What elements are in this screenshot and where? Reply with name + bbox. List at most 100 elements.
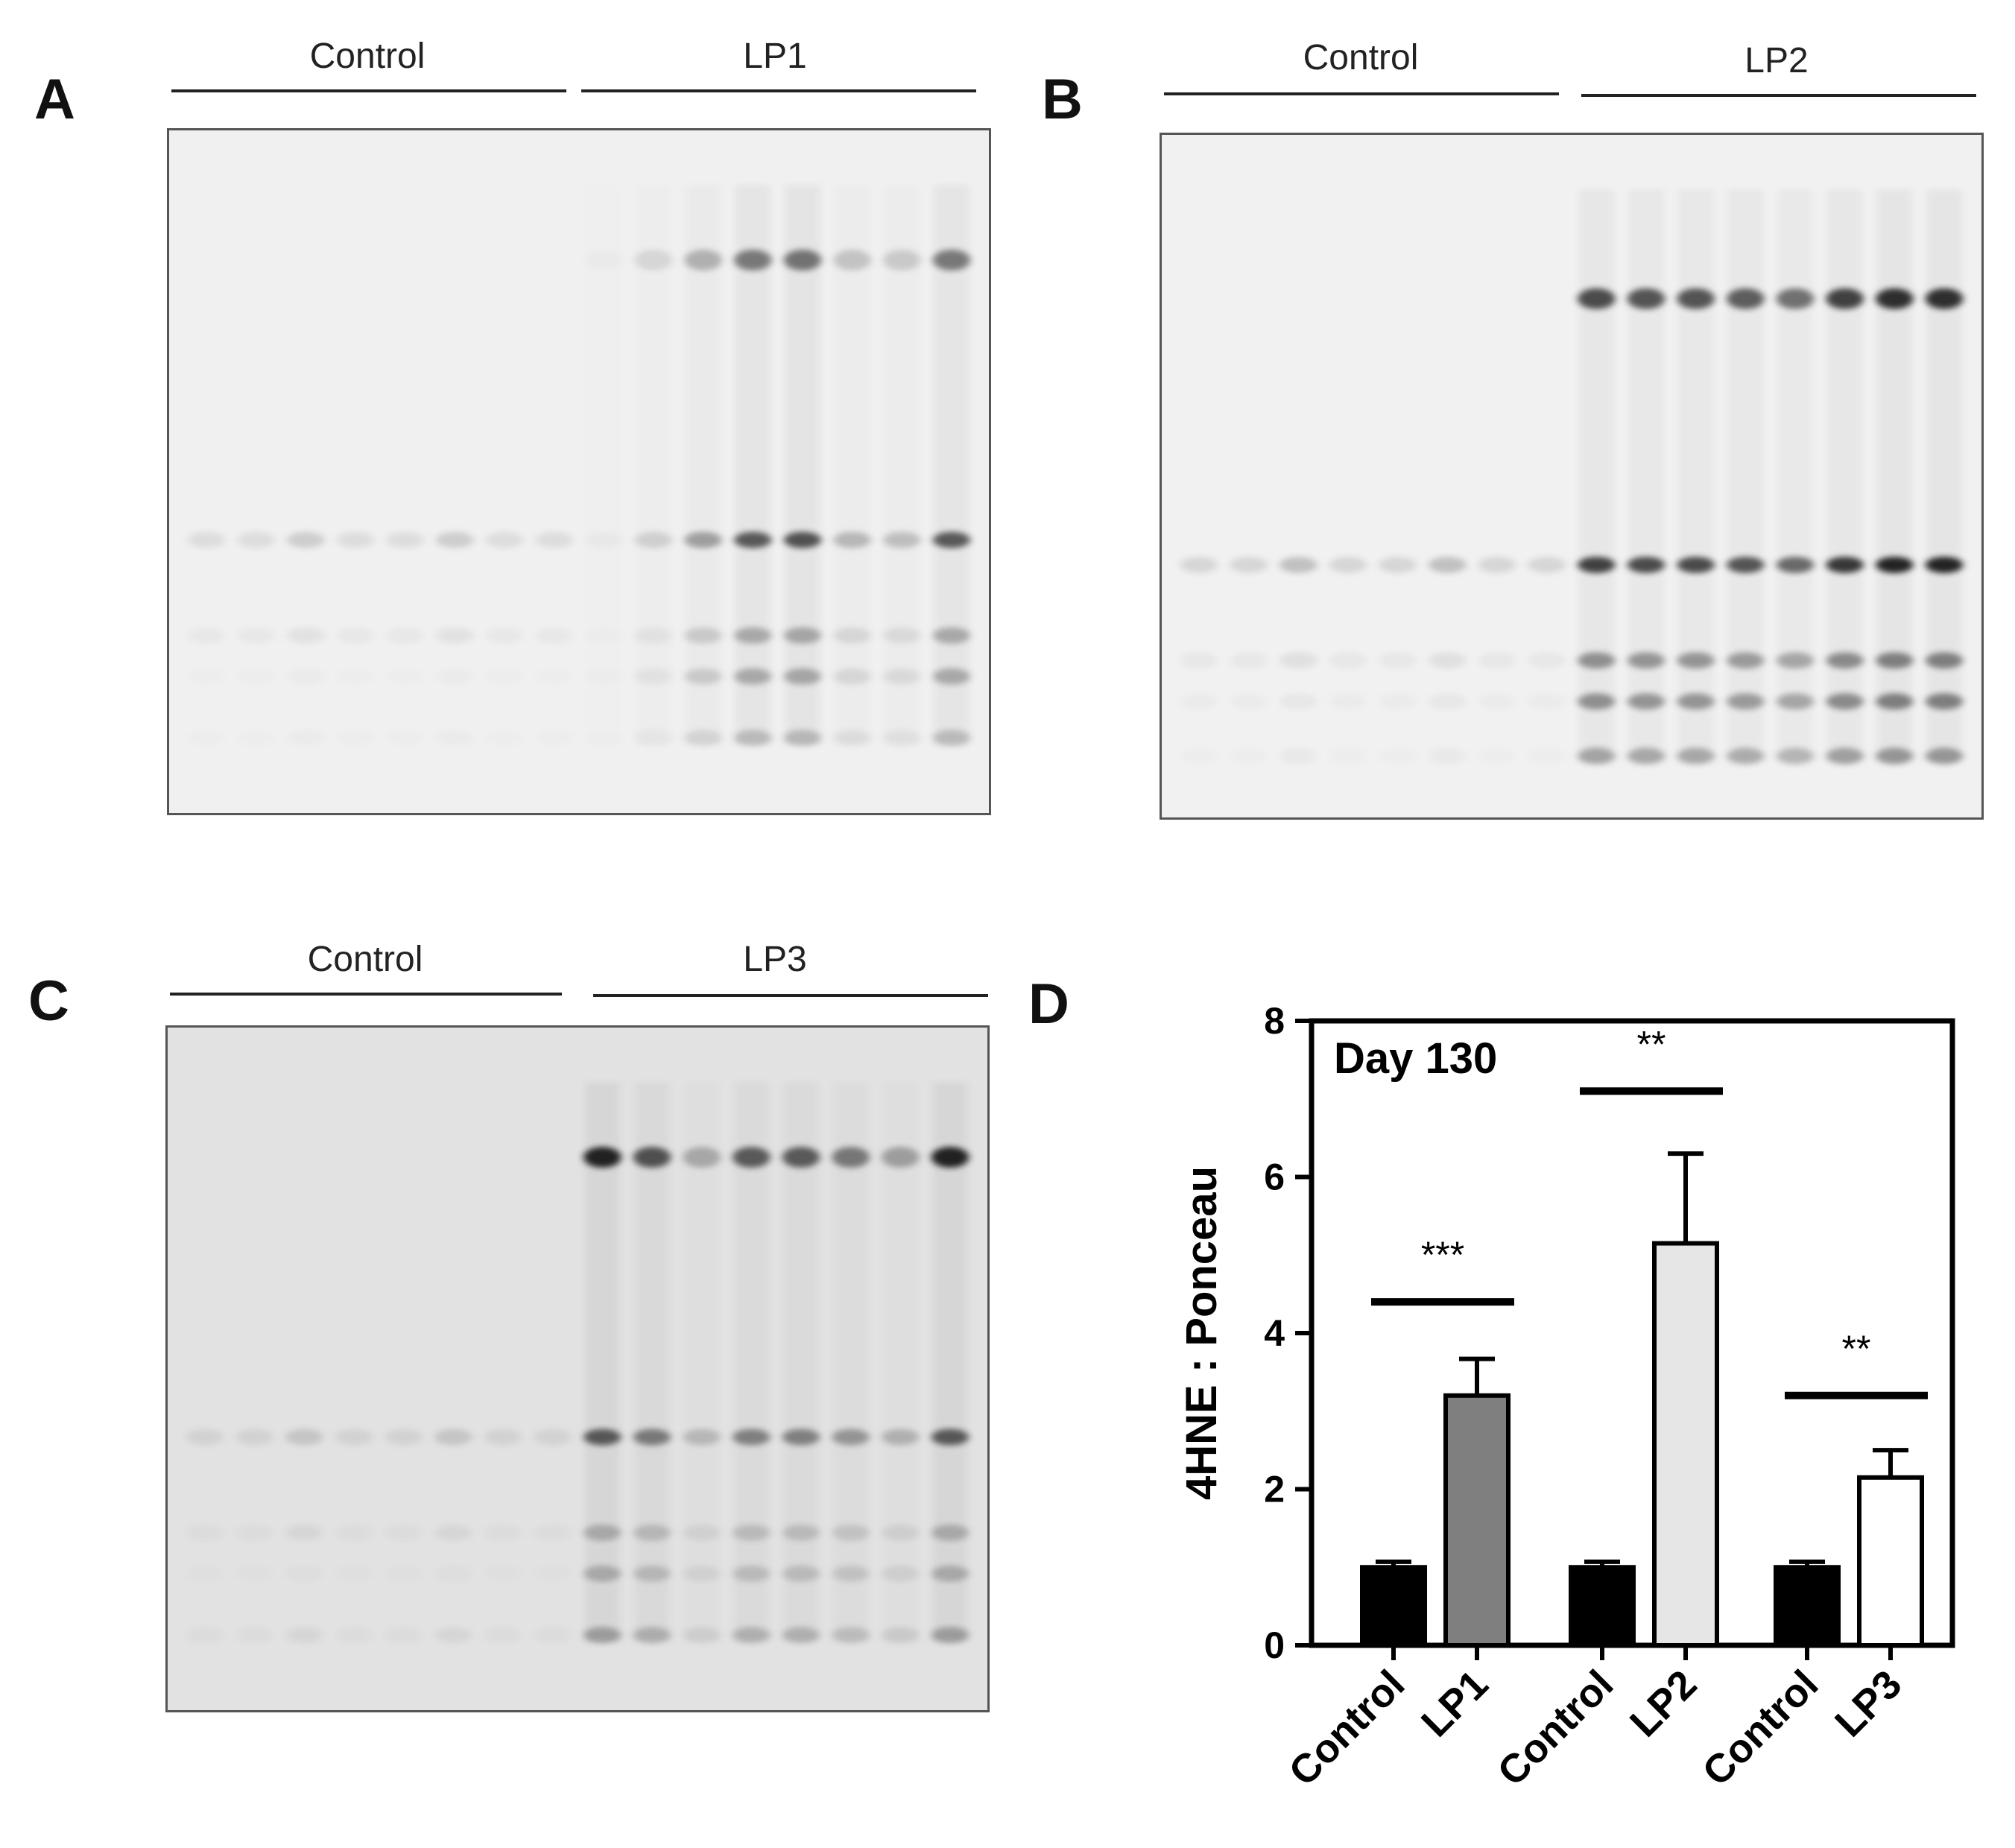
band xyxy=(832,1524,870,1541)
band xyxy=(484,1627,522,1643)
band xyxy=(634,627,673,644)
y-tick-label: 6 xyxy=(1264,1156,1285,1198)
band xyxy=(535,730,573,746)
band xyxy=(385,1566,423,1582)
band xyxy=(434,1627,472,1644)
band xyxy=(1528,693,1566,709)
significance-label: ** xyxy=(1637,1023,1666,1065)
x-tick-label: LP2 xyxy=(1622,1662,1705,1745)
band xyxy=(1677,557,1715,574)
panel-a-control-line xyxy=(171,89,566,92)
band xyxy=(783,668,822,685)
panel-b-control-label: Control xyxy=(1303,38,1419,77)
band xyxy=(633,1428,671,1446)
bar xyxy=(1569,1565,1636,1648)
band xyxy=(1925,693,1964,710)
band xyxy=(683,1428,721,1446)
band xyxy=(1279,693,1318,710)
band xyxy=(1379,557,1417,574)
band xyxy=(683,1565,721,1582)
band xyxy=(287,668,325,685)
blot-background xyxy=(169,130,989,813)
band xyxy=(188,730,226,746)
band xyxy=(285,1566,323,1582)
band xyxy=(931,1627,969,1644)
band xyxy=(434,1524,472,1541)
band xyxy=(931,1565,969,1582)
panel-b-blot xyxy=(1160,133,1984,820)
band xyxy=(1727,557,1765,574)
chart-annotation: Day 130 xyxy=(1334,1034,1497,1083)
band xyxy=(883,668,921,685)
band xyxy=(633,1565,671,1582)
band xyxy=(634,730,673,747)
band xyxy=(237,627,275,644)
band xyxy=(734,668,772,685)
band xyxy=(235,1566,273,1582)
band xyxy=(783,531,822,548)
band xyxy=(386,730,424,746)
bar xyxy=(1652,1241,1719,1648)
band xyxy=(683,1524,721,1541)
band xyxy=(883,250,921,271)
panel-c-control-line xyxy=(170,993,562,996)
lane-smear xyxy=(932,1082,968,1642)
band xyxy=(1925,747,1964,765)
band xyxy=(237,531,275,548)
band xyxy=(534,1566,572,1582)
band xyxy=(385,1525,423,1541)
band xyxy=(932,250,971,271)
lane-smear xyxy=(736,185,771,745)
band xyxy=(534,1525,572,1541)
band xyxy=(1627,652,1666,669)
band xyxy=(484,1525,522,1541)
band xyxy=(1727,288,1765,309)
band xyxy=(684,627,723,644)
band xyxy=(684,250,723,271)
band xyxy=(335,1627,373,1643)
band xyxy=(882,1428,920,1446)
band xyxy=(733,1627,771,1644)
y-tick-label: 8 xyxy=(1264,1000,1285,1042)
band xyxy=(1826,652,1864,669)
lane-smear xyxy=(934,185,969,745)
band xyxy=(734,627,772,644)
band xyxy=(832,1565,870,1582)
lane-smear xyxy=(785,185,820,745)
band xyxy=(1925,652,1964,669)
band xyxy=(186,1525,224,1541)
band xyxy=(1876,652,1914,669)
band xyxy=(583,1428,621,1446)
x-tick-label: Control xyxy=(1489,1662,1622,1794)
band xyxy=(1429,693,1467,710)
band xyxy=(1279,652,1318,669)
band xyxy=(832,1627,870,1644)
band xyxy=(1180,748,1218,765)
band xyxy=(782,1565,820,1582)
band xyxy=(1776,747,1815,765)
band xyxy=(235,1525,273,1541)
band xyxy=(1677,747,1715,765)
band xyxy=(336,531,375,548)
band xyxy=(287,531,325,548)
y-tick-label: 2 xyxy=(1264,1469,1285,1510)
band xyxy=(486,730,524,746)
band xyxy=(1578,693,1616,710)
band xyxy=(931,1147,969,1168)
y-tick-label: 4 xyxy=(1264,1312,1285,1354)
band xyxy=(833,250,871,271)
band xyxy=(1230,652,1268,668)
band xyxy=(1776,557,1815,574)
band xyxy=(337,730,375,746)
band xyxy=(1429,748,1467,765)
band xyxy=(1727,652,1765,669)
band xyxy=(385,1627,423,1643)
band xyxy=(1876,693,1914,710)
band xyxy=(931,1524,969,1541)
band xyxy=(733,1565,771,1582)
band xyxy=(1379,652,1417,668)
band xyxy=(583,1147,621,1168)
panel-b-control-line xyxy=(1164,92,1559,95)
panel-letter-b: B xyxy=(1042,68,1083,131)
